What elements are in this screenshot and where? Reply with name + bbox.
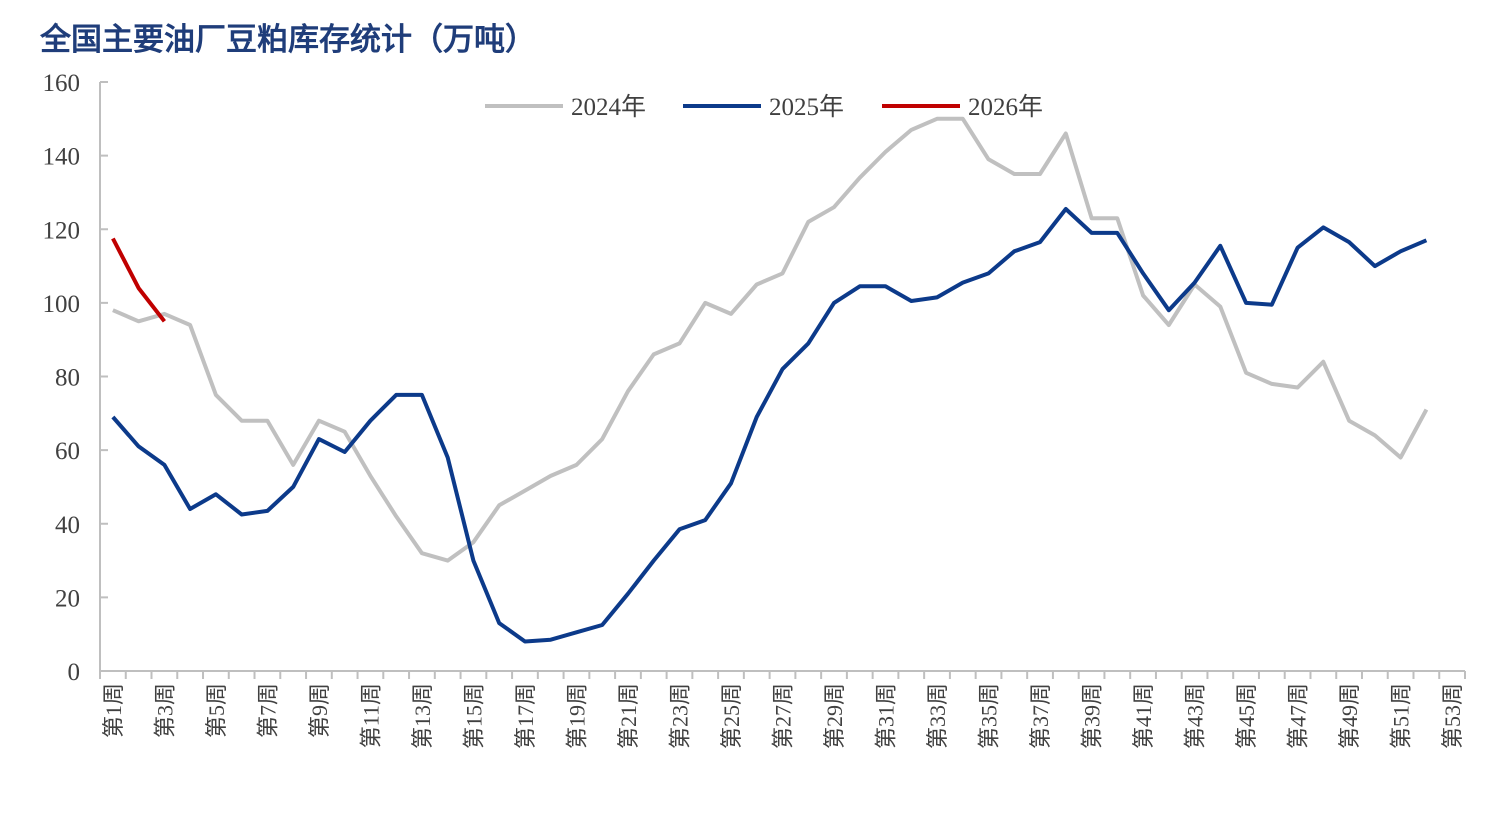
x-tick-label: 第33周 <box>925 683 950 749</box>
series-line <box>111 237 166 323</box>
x-tick-label: 第19周 <box>564 683 589 749</box>
legend-label: 2026年 <box>968 93 1043 121</box>
x-tick-label: 第15周 <box>461 683 486 749</box>
x-tick-label: 第23周 <box>667 683 692 749</box>
y-tick-label: 20 <box>55 585 80 612</box>
x-tick-label: 第51周 <box>1389 683 1414 749</box>
x-tick-label: 第9周 <box>307 683 332 738</box>
legend-label: 2024年 <box>571 93 646 121</box>
x-tick-label: 第31周 <box>874 683 899 749</box>
x-tick-label: 第7周 <box>255 683 280 738</box>
y-tick-label: 40 <box>55 512 80 539</box>
x-tick-label: 第17周 <box>513 683 538 749</box>
x-tick-label: 第13周 <box>410 683 435 749</box>
x-tick-label: 第29周 <box>822 683 847 749</box>
chart-title: 全国主要油厂豆粕库存统计（万吨） <box>39 22 536 57</box>
y-tick-label: 100 <box>43 291 81 318</box>
x-tick-label: 第43周 <box>1183 683 1208 749</box>
y-tick-label: 60 <box>55 438 80 465</box>
x-tick-label: 第5周 <box>204 683 229 738</box>
x-tick-label: 第3周 <box>152 683 177 738</box>
legend-label: 2025年 <box>769 93 844 121</box>
y-tick-label: 80 <box>55 365 80 392</box>
x-tick-label: 第37周 <box>1028 683 1053 749</box>
y-tick-label: 160 <box>43 70 81 97</box>
x-tick-label: 第21周 <box>616 683 641 749</box>
x-tick-label: 第39周 <box>1080 683 1105 749</box>
x-tick-label: 第35周 <box>977 683 1002 749</box>
x-tick-label: 第53周 <box>1440 683 1465 749</box>
y-tick-label: 0 <box>68 659 81 686</box>
x-tick-label: 第1周 <box>101 683 126 738</box>
x-tick-label: 第27周 <box>771 683 796 749</box>
series-line <box>112 116 1429 563</box>
x-tick-label: 第25周 <box>719 683 744 749</box>
y-tick-label: 140 <box>43 144 81 171</box>
x-tick-label: 第47周 <box>1286 683 1311 749</box>
x-tick-label: 第45周 <box>1234 683 1259 749</box>
x-tick-label: 第49周 <box>1337 683 1362 749</box>
y-tick-label: 120 <box>43 217 81 244</box>
x-tick-label: 第11周 <box>358 683 383 748</box>
series-line <box>111 207 1428 644</box>
x-tick-label: 第41周 <box>1131 683 1156 749</box>
